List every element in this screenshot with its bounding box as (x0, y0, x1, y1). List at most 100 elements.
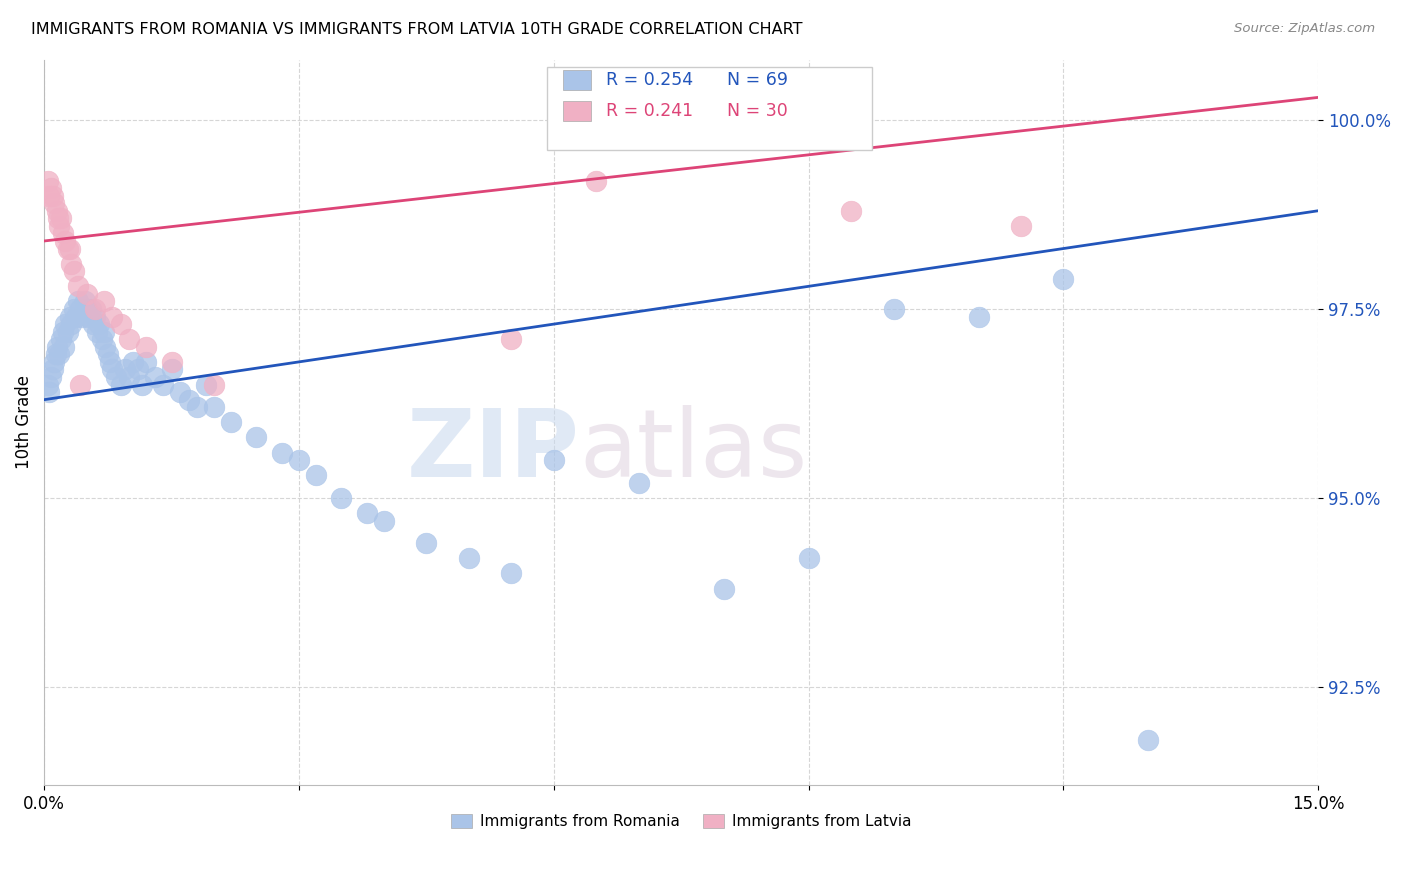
Point (76, 301, 98, 316)
Point (49, 332, 72, 346)
Point (84, 301, 107, 316)
Point (58, 310, 80, 324)
Point (118, 332, 141, 346)
Text: ZIP: ZIP (406, 405, 579, 498)
Point (135, 355, 157, 369)
Point (44, 355, 66, 369)
Point (143, 370, 166, 384)
FancyBboxPatch shape (562, 101, 591, 121)
Point (45, 340, 67, 354)
Point (543, 453, 565, 467)
Point (97, 347, 120, 361)
Point (67, 294, 90, 309)
Text: N = 69: N = 69 (727, 70, 789, 89)
Point (219, 415, 242, 429)
Point (65, 310, 87, 324)
Point (713, 582, 735, 596)
Text: R = 0.254: R = 0.254 (606, 70, 693, 89)
Point (53, 317, 76, 331)
Point (38, 188, 60, 202)
Point (52, 227, 75, 241)
Text: IMMIGRANTS FROM ROMANIA VS IMMIGRANTS FROM LATVIA 10TH GRADE CORRELATION CHART: IMMIGRANTS FROM ROMANIA VS IMMIGRANTS FR… (31, 22, 803, 37)
Point (58, 242, 80, 256)
Point (122, 355, 145, 369)
Point (77, 310, 100, 324)
Point (127, 362, 149, 376)
Point (39, 181, 62, 195)
Point (194, 377, 217, 392)
Point (53, 234, 76, 248)
Point (883, 301, 905, 316)
Point (131, 377, 153, 392)
Point (76, 286, 98, 301)
Point (60, 317, 83, 331)
Point (90, 332, 112, 346)
Point (202, 401, 225, 415)
Point (82, 317, 104, 331)
Point (94, 340, 117, 354)
Point (44, 196, 66, 211)
Text: R = 0.241: R = 0.241 (606, 102, 693, 120)
Point (105, 370, 128, 384)
Point (45, 347, 67, 361)
Point (501, 332, 523, 346)
Point (67, 279, 90, 293)
Point (37, 173, 59, 187)
Point (1010, 219, 1032, 233)
Point (93, 325, 115, 339)
Point (177, 392, 200, 407)
Point (152, 377, 174, 392)
Point (101, 310, 124, 324)
Point (63, 301, 86, 316)
Text: N = 30: N = 30 (727, 102, 787, 120)
Y-axis label: 10th Grade: 10th Grade (15, 376, 32, 469)
Point (245, 430, 267, 444)
Point (967, 310, 990, 324)
Point (101, 362, 124, 376)
Point (373, 514, 395, 528)
Point (118, 370, 141, 384)
Point (160, 362, 183, 376)
Point (89, 317, 111, 331)
Point (41, 362, 63, 376)
Point (48, 347, 70, 361)
Point (202, 377, 225, 392)
Point (457, 551, 479, 566)
Point (46, 211, 69, 226)
Point (186, 401, 208, 415)
Legend: Immigrants from Romania, Immigrants from Latvia: Immigrants from Romania, Immigrants from… (444, 808, 918, 836)
Text: atlas: atlas (579, 405, 807, 498)
Point (501, 566, 523, 581)
Point (330, 491, 353, 505)
Point (38, 385, 60, 400)
Point (56, 242, 79, 256)
Point (39, 370, 62, 384)
Point (48, 219, 70, 233)
Point (80, 301, 103, 316)
Point (305, 468, 328, 483)
Point (84, 310, 107, 324)
Point (63, 264, 86, 278)
FancyBboxPatch shape (547, 67, 872, 150)
Point (415, 536, 437, 550)
Point (627, 475, 650, 490)
Point (41, 188, 63, 202)
Point (72, 310, 94, 324)
Point (135, 340, 157, 354)
Point (69, 377, 91, 392)
Point (73, 294, 96, 309)
Point (86, 325, 108, 339)
Point (1137, 732, 1160, 747)
Point (114, 362, 136, 376)
Point (37, 377, 59, 392)
Point (110, 317, 132, 331)
Point (585, 173, 607, 187)
Point (69, 301, 91, 316)
Point (839, 203, 862, 218)
Point (356, 506, 378, 520)
Point (169, 385, 191, 400)
Point (45, 203, 67, 218)
Text: Source: ZipAtlas.com: Source: ZipAtlas.com (1234, 22, 1375, 36)
Point (288, 453, 311, 467)
Point (98, 355, 121, 369)
